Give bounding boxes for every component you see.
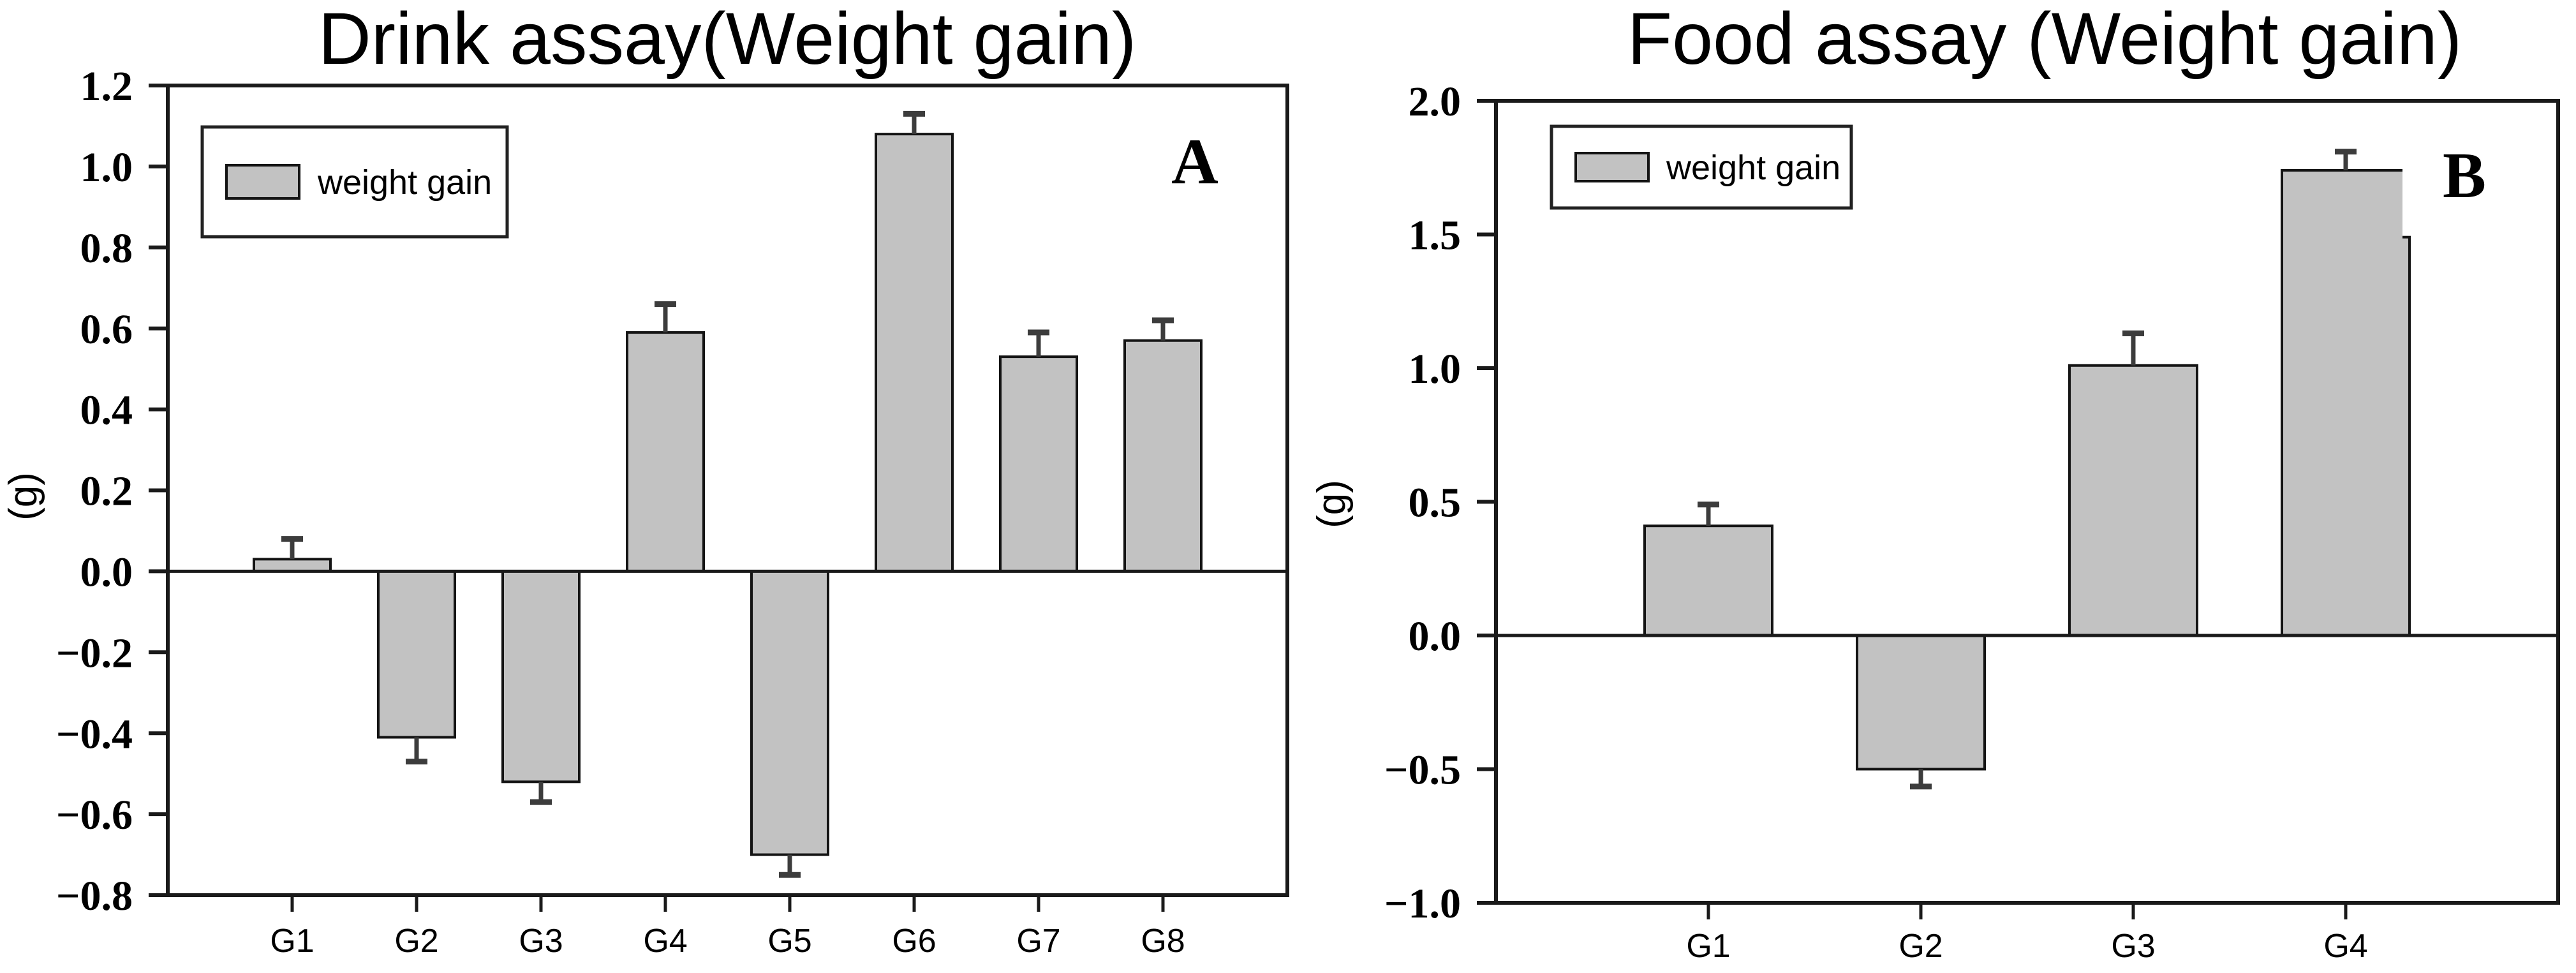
y-tick-label: 1.0 bbox=[80, 144, 133, 191]
y-tick-label: −0.2 bbox=[56, 630, 133, 676]
bar-G2 bbox=[377, 570, 456, 739]
y-tick-label: 1.5 bbox=[1409, 212, 1462, 259]
legend-label: weight gain bbox=[317, 163, 492, 202]
y-tick-label: 0.5 bbox=[1409, 480, 1462, 526]
y-tick-label: 0.6 bbox=[80, 306, 133, 353]
x-tick-label-G8: G8 bbox=[1141, 923, 1185, 960]
panel-a-drink-assay: 1.2 1.0 0.8 0.6 0.4 0.2 0.0 −0.2 −0.4 −0.6 −0.8 G1 G… bbox=[1, 0, 1289, 960]
y-tick-label: 0.2 bbox=[80, 468, 133, 515]
y-tick-label: −0.5 bbox=[1384, 747, 1461, 794]
bar-notch-artifact bbox=[2402, 168, 2413, 237]
y-tick-label: 2.0 bbox=[1409, 78, 1462, 125]
bar-G1 bbox=[1643, 524, 1773, 637]
legend-label: weight gain bbox=[1666, 149, 1840, 187]
x-tick-label-G2: G2 bbox=[1899, 928, 1943, 965]
x-tick-label-G6: G6 bbox=[892, 923, 936, 960]
bar-G1 bbox=[253, 558, 332, 573]
bar-G6 bbox=[875, 133, 954, 573]
y-tick-label: 1.2 bbox=[80, 63, 133, 110]
y-tick-label: 0.4 bbox=[80, 387, 133, 434]
x-tick-label-G1: G1 bbox=[1686, 928, 1730, 965]
x-tick-label-G7: G7 bbox=[1016, 923, 1060, 960]
x-tick-label-G1: G1 bbox=[270, 923, 314, 960]
chart-title: Drink assay(Weight gain) bbox=[318, 0, 1137, 80]
x-tick-label-G3: G3 bbox=[2111, 928, 2155, 965]
y-tick-label: 0.0 bbox=[80, 549, 133, 596]
panel-letter: B bbox=[2443, 140, 2486, 212]
x-tick-label-G5: G5 bbox=[767, 923, 811, 960]
bar-G3 bbox=[501, 570, 581, 784]
legend-swatch bbox=[225, 164, 300, 200]
chart-title: Food assay (Weight gain) bbox=[1627, 0, 2462, 80]
bar-G5 bbox=[750, 570, 829, 856]
y-tick-label: 0.8 bbox=[80, 225, 133, 272]
panel-letter: A bbox=[1171, 126, 1218, 198]
x-tick-label-G4: G4 bbox=[643, 923, 687, 960]
y-tick-label: −1.0 bbox=[1384, 880, 1461, 927]
bar-G2 bbox=[1856, 634, 1986, 771]
y-axis-label: (g) bbox=[1310, 480, 1354, 528]
y-tick-label: −0.4 bbox=[56, 711, 133, 757]
bar-G3 bbox=[2068, 364, 2198, 637]
bar-G4 bbox=[626, 331, 705, 573]
panel-b-food-assay: 2.0 1.5 1.0 0.5 0.0 −0.5 −1.0 G1 G2 G3 G4 Food assa… bbox=[1310, 0, 2560, 965]
x-tick-label-G2: G2 bbox=[394, 923, 438, 960]
y-tick-label: −0.8 bbox=[56, 873, 133, 919]
y-axis-label: (g) bbox=[1, 472, 45, 521]
y-tick-label: −0.6 bbox=[56, 792, 133, 838]
bar-G4 bbox=[2281, 168, 2411, 637]
x-tick-label-G4: G4 bbox=[2323, 928, 2367, 965]
x-tick-label-G3: G3 bbox=[519, 923, 563, 960]
y-tick-label: 1.0 bbox=[1409, 346, 1462, 392]
y-tick-label: 0.0 bbox=[1409, 613, 1462, 660]
bar-G8 bbox=[1123, 339, 1203, 573]
legend-swatch bbox=[1574, 152, 1650, 182]
bar-G7 bbox=[999, 355, 1078, 573]
